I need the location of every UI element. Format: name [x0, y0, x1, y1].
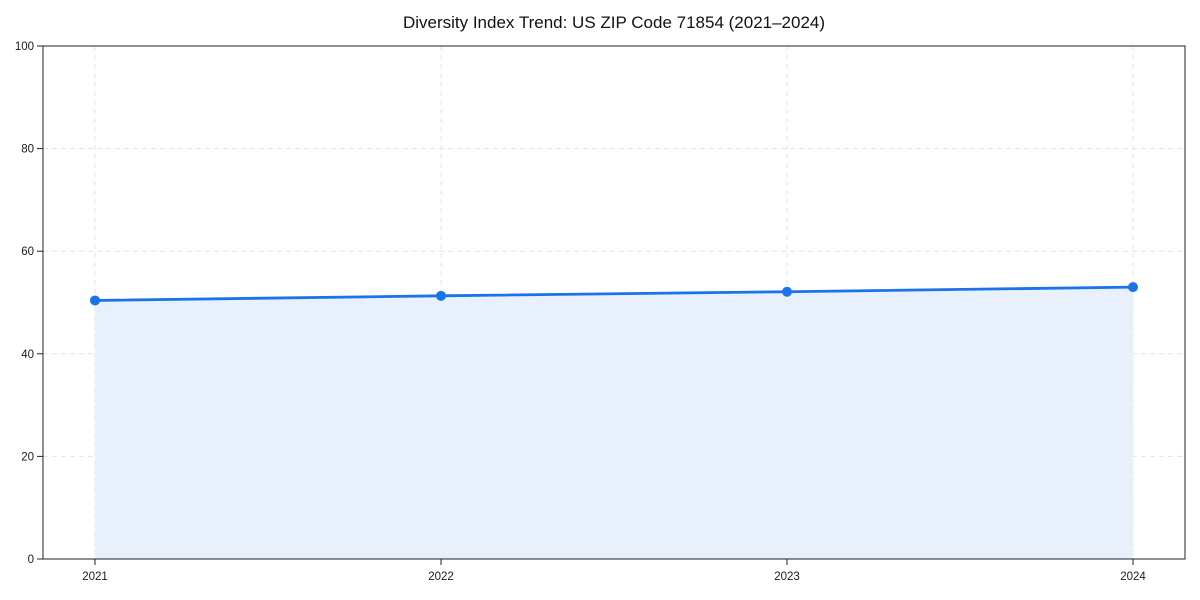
- data-point-2023: [782, 286, 792, 297]
- chart-title: Diversity Index Trend: US ZIP Code 71854…: [403, 13, 825, 32]
- y-axis-tick-label: 40: [21, 349, 34, 361]
- y-axis-tick-label: 20: [21, 451, 34, 463]
- area-fill-layer: [95, 287, 1133, 559]
- data-point-2022: [436, 290, 446, 301]
- x-axis-tick-label: 2024: [1120, 571, 1146, 583]
- x-axis-tick-label: 2021: [82, 571, 108, 583]
- trend-line: [93, 285, 1135, 302]
- data-point-2021: [90, 295, 100, 306]
- plot-border-rect: [42, 45, 1186, 560]
- plot-border: [42, 45, 1186, 560]
- y-axis-tick-label: 0: [28, 554, 34, 566]
- y-axis-tick-label: 80: [21, 144, 34, 156]
- axis-tick-labels: 0 20 40 60 80 100 2021 2022 2023 2024: [15, 41, 1147, 583]
- y-axis-tick-label: 100: [15, 41, 34, 53]
- axis-ticks: [37, 45, 1134, 565]
- data-point-layer: [90, 282, 1138, 306]
- data-point-2024: [1128, 282, 1138, 293]
- x-axis-tick-label: 2023: [774, 571, 800, 583]
- trend-line-layer: [93, 285, 1135, 302]
- area-fill: [95, 287, 1133, 559]
- x-axis-tick-label: 2022: [428, 571, 454, 583]
- y-axis-tick-label: 60: [21, 246, 34, 258]
